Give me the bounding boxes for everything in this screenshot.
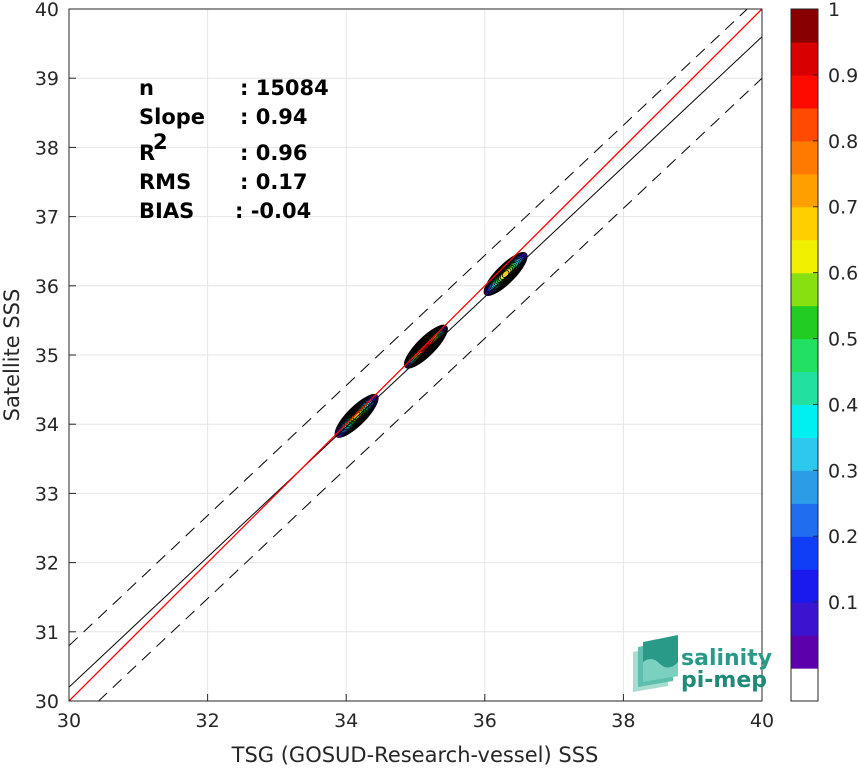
x-tick-label: 38	[611, 710, 635, 732]
stat-value: : 0.94	[240, 105, 308, 129]
colorbar-segment	[791, 41, 818, 76]
colorbar-tick-label: 0.9	[828, 65, 858, 87]
logo-wave-icon	[633, 635, 678, 692]
colorbar-segment	[791, 272, 818, 307]
stat-value: : -0.04	[235, 199, 311, 223]
colorbar-segment	[791, 536, 818, 570]
stat-value: : 0.96	[240, 141, 308, 165]
stat-label: RMS	[139, 170, 191, 194]
stat-label: BIAS	[139, 199, 194, 223]
y-tick-label: 36	[35, 276, 59, 298]
colorbar-segment	[791, 173, 818, 208]
colorbar-segment	[791, 635, 818, 669]
colorbar-segment	[791, 338, 818, 373]
colorbar-segment	[791, 437, 818, 471]
y-tick-label: 31	[35, 622, 59, 644]
regression-line	[69, 36, 762, 688]
x-axis-label: TSG (GOSUD-Research-vessel) SSS	[231, 743, 599, 767]
stat-label: Slope	[139, 105, 205, 129]
density-contours	[334, 252, 528, 438]
colorbar-segment	[791, 404, 818, 438]
colorbar-segment	[791, 206, 818, 241]
colorbar-tick-label: 0.4	[828, 394, 858, 416]
contour-level-1-13	[352, 411, 361, 420]
colorbar-segment	[791, 74, 818, 109]
y-tick-labels: 30 31 32 33 34 35 36 37 38 39 40	[35, 0, 76, 713]
colorbar-segment	[791, 569, 818, 603]
stat-label: R	[139, 141, 155, 165]
stat-value: : 0.17	[240, 170, 308, 194]
grid-lines	[69, 9, 762, 701]
colorbar-segment	[791, 9, 818, 43]
colorbar-tick-label: 0.8	[828, 131, 858, 153]
colorbar-frame	[790, 8, 819, 702]
colorbar-tick-label: 0.5	[828, 329, 858, 351]
x-tick-label: 40	[750, 710, 774, 732]
y-tick-label: 39	[35, 68, 59, 90]
stat-label: n	[139, 76, 154, 100]
x-tick-label: 34	[334, 710, 358, 732]
statistics-block: n : 15084 Slope : 0.94 R2 : 0.96 RMS : 0.17 BIAS…	[139, 76, 329, 223]
x-tick-label: 30	[57, 710, 81, 732]
y-tick-label: 30	[35, 691, 59, 713]
stat-superscript: 2	[153, 130, 168, 154]
colorbar-tick-label: 0.3	[828, 460, 858, 482]
colorbar-tick-label: 0.1	[828, 592, 858, 614]
x-tick-labels: 30 32 34 36 38 40	[57, 694, 774, 732]
x-tick-label: 36	[473, 710, 497, 732]
colorbar-tick-label: 0.6	[828, 263, 858, 285]
logo-text-pimep: pi-mep	[681, 668, 767, 693]
colorbar-segment	[791, 239, 818, 274]
identity-line	[69, 9, 762, 701]
colorbar: 0.1 0.2 0.3 0.4 0.5 0.6 0.7 0.8 0.9 1	[790, 0, 858, 702]
logo-text-salinity: salinity	[681, 646, 772, 671]
y-tick-label: 40	[35, 0, 59, 21]
colorbar-tick-label: 0.7	[828, 197, 858, 219]
colorbar-tick-label: 1	[828, 0, 840, 21]
salinity-pi-mep-logo: salinity pi-mep	[633, 635, 772, 693]
colorbar-segment	[791, 602, 818, 636]
colorbar-segment	[791, 305, 818, 340]
colorbar-segment	[791, 470, 818, 504]
y-tick-label: 33	[35, 483, 59, 505]
stat-value: : 15084	[240, 76, 329, 100]
x-tick-label: 32	[196, 710, 220, 732]
y-tick-label: 37	[35, 207, 59, 229]
colorbar-segment	[791, 371, 818, 406]
colorbar-segment	[791, 140, 818, 175]
colorbar-segment	[791, 107, 818, 142]
colorbar-segment	[791, 668, 818, 702]
y-axis-label: Satellite SSS	[0, 289, 24, 422]
colorbar-tick-label: 0.2	[828, 526, 858, 548]
y-tick-label: 38	[35, 137, 59, 159]
y-tick-label: 32	[35, 553, 59, 575]
reference-lines	[69, 9, 762, 701]
y-tick-label: 35	[35, 345, 59, 367]
y-tick-label: 34	[35, 414, 59, 436]
colorbar-segment	[791, 503, 818, 537]
